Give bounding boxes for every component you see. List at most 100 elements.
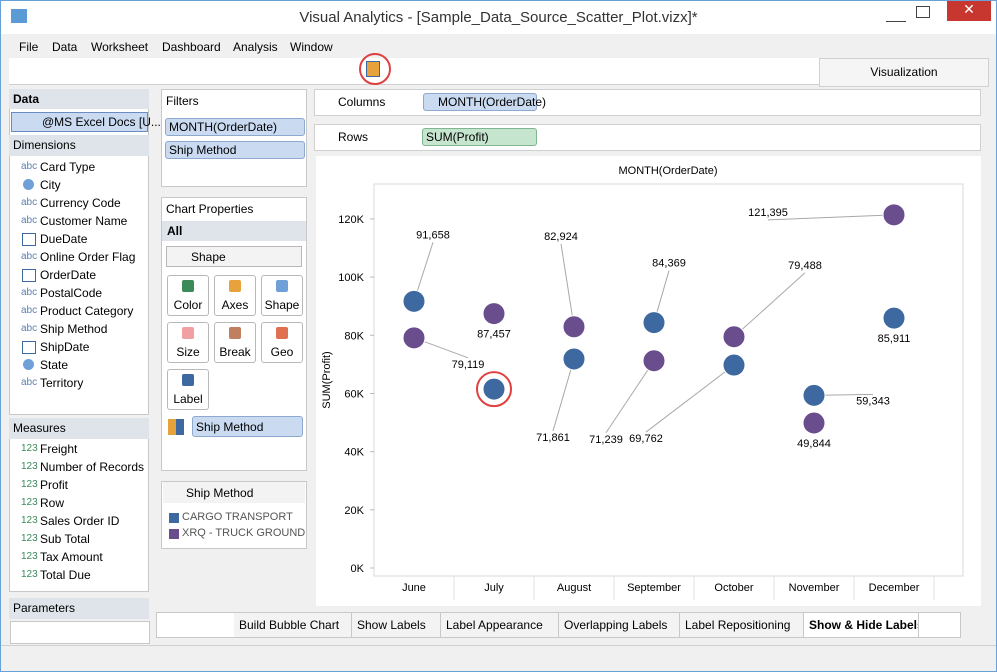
y-tick-label: 40K	[344, 447, 364, 459]
maximize-button[interactable]	[916, 6, 930, 18]
label-tool-icon[interactable]	[366, 61, 380, 77]
type-badge: 123	[21, 443, 38, 454]
dimension-item[interactable]: Customer Name	[40, 214, 128, 228]
type-badge: abc	[21, 161, 38, 172]
measure-item[interactable]: Profit	[40, 478, 69, 492]
sheet-tab[interactable]: Label Appearance	[441, 613, 559, 637]
measure-item[interactable]: Number of Records	[40, 460, 145, 474]
filters-title: Filters	[166, 94, 199, 108]
dimensions-header: Dimensions	[9, 135, 149, 156]
dimension-item[interactable]: Ship Method	[40, 322, 108, 336]
filters-panel	[161, 89, 307, 187]
dimension-item[interactable]: ShipDate	[40, 340, 90, 354]
data-label: 79,119	[452, 359, 485, 371]
menu-item[interactable]: File	[19, 40, 39, 54]
bubble	[482, 302, 506, 326]
tab-text: Visualization	[870, 65, 938, 79]
bubble	[402, 326, 426, 350]
button-icon	[276, 280, 288, 292]
sheet-tab[interactable]: Label Repositioning	[680, 613, 804, 637]
bubble	[482, 377, 506, 401]
app-icon	[11, 9, 27, 23]
measure-item[interactable]: Total Due	[40, 568, 91, 582]
dimension-item[interactable]: Card Type	[40, 160, 96, 174]
title-bar	[1, 1, 996, 34]
measures-header: Measures	[9, 418, 149, 439]
dimension-item[interactable]: State	[40, 358, 69, 372]
chart: MONTH(OrderDate) SUM(Profit) 0K 20K 40K 60K 80…	[316, 156, 981, 606]
data-label: 82,924	[544, 231, 578, 243]
sheet-tab[interactable]: Build Bubble Chart	[234, 613, 352, 637]
type-badge: abc	[21, 287, 38, 298]
sheet-tab[interactable]: Show & Hide Labels	[804, 613, 919, 637]
columns-pill[interactable]: MONTH(OrderDate)	[423, 93, 546, 111]
button-label: Axes	[221, 298, 249, 312]
y-tick-label: 20K	[344, 505, 364, 517]
button-icon	[276, 327, 288, 339]
data-label: 71,861	[536, 432, 570, 444]
dimension-item[interactable]: Product Category	[40, 304, 134, 318]
dimension-item[interactable]: Territory	[40, 376, 84, 390]
leader-line	[552, 358, 575, 432]
minimize-button[interactable]	[886, 7, 906, 22]
data-source[interactable]: @MS Excel Docs [U...	[11, 112, 161, 132]
dimension-item[interactable]: Online Order Flag	[40, 250, 136, 264]
leader-line	[733, 272, 806, 338]
menu-item[interactable]: Worksheet	[91, 40, 149, 54]
bubble	[882, 203, 906, 227]
x-tick-label: August	[557, 582, 591, 594]
x-axis-title: MONTH(OrderDate)	[618, 165, 717, 177]
y-axis-title: SUM(Profit)	[321, 351, 333, 408]
visualization-tab[interactable]: Visualization	[819, 58, 989, 87]
assigned-field[interactable]: Ship Method	[192, 416, 303, 437]
button-label: Label	[173, 392, 203, 406]
x-tick-label: December	[869, 582, 920, 594]
parameters-box[interactable]	[10, 621, 150, 644]
button-label: Color	[173, 298, 203, 312]
measure-item[interactable]: Sub Total	[40, 532, 90, 546]
menu-item[interactable]: Analysis	[233, 40, 278, 54]
button-icon	[182, 374, 194, 386]
filter-chip[interactable]: MONTH(OrderDate)	[165, 118, 305, 136]
measure-item[interactable]: Sales Order ID	[40, 514, 120, 528]
measure-item[interactable]: Freight	[40, 442, 78, 456]
legend-label: CARGO TRANSPORT	[182, 511, 293, 523]
sheet-tab[interactable]: Show Labels	[352, 613, 441, 637]
button-icon	[229, 280, 241, 292]
type-badge: 123	[21, 461, 38, 472]
filter-chip[interactable]: Ship Method	[165, 141, 305, 159]
plot-frame	[373, 183, 964, 577]
data-label: 49,844	[797, 438, 831, 450]
leader-line	[605, 360, 655, 434]
dimension-item[interactable]: Currency Code	[40, 196, 121, 210]
type-badge: 123	[21, 569, 38, 580]
rows-shelf	[314, 124, 981, 151]
legend-title: Ship Method	[163, 482, 305, 503]
highlight-circle	[476, 371, 512, 408]
mark-type-dropdown[interactable]: Shape	[166, 246, 302, 267]
data-label: 69,762	[629, 433, 663, 445]
dimension-item[interactable]: PostalCode	[40, 286, 103, 300]
sheet-tab[interactable]: Overlapping Labels	[559, 613, 680, 637]
geo-icon	[23, 179, 34, 190]
measure-item[interactable]: Row	[40, 496, 65, 510]
bubble	[642, 311, 666, 335]
menu-item[interactable]: Dashboard	[162, 40, 221, 54]
rows-pill[interactable]: SUM(Profit)	[422, 128, 537, 146]
close-button[interactable]: ✕	[947, 1, 991, 21]
geo-icon	[23, 359, 34, 370]
dimension-item[interactable]: DueDate	[40, 232, 88, 246]
scope: All	[162, 221, 306, 241]
data-label: 91,658	[416, 229, 450, 241]
type-badge: abc	[21, 377, 38, 388]
x-tick-label: October	[714, 582, 753, 594]
dimension-item[interactable]: OrderDate	[40, 268, 97, 282]
menu-item[interactable]: Data	[52, 40, 78, 54]
y-tick-label: 100K	[338, 272, 364, 284]
type-badge: 123	[21, 497, 38, 508]
dimension-item[interactable]: City	[40, 178, 61, 192]
measure-item[interactable]: Tax Amount	[40, 550, 103, 564]
property-button[interactable]	[261, 275, 303, 316]
menu-item[interactable]: Window	[290, 40, 333, 54]
